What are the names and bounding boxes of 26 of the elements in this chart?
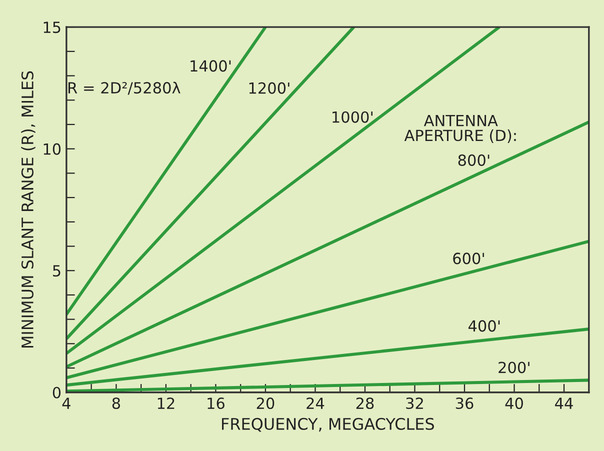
y-tick-label: 10 (44, 143, 61, 155)
y-tick-label: 5 (53, 265, 60, 277)
x-tick-label: 24 (306, 398, 324, 409)
x-tick-label: 44 (555, 398, 573, 409)
series-label: 200' (498, 362, 530, 374)
x-tick-label: 36 (456, 398, 474, 410)
x-tick-label: 40 (505, 398, 523, 410)
x-tick-label: 28 (356, 398, 374, 410)
x-tick-label: 12 (158, 398, 174, 409)
x-tick-label: 16 (208, 398, 224, 410)
annotation: ANTENNA APERTURE (D): (404, 115, 516, 143)
x-tick-label: 4 (62, 398, 70, 409)
series-label: 1200' (249, 82, 290, 94)
series-label: 400' (468, 320, 500, 332)
y-tick-label: 0 (52, 386, 61, 398)
series-label: 600' (453, 252, 484, 264)
annotation: R = 2D²/5280λ (68, 82, 180, 95)
x-axis-title: FREQUENCY, MEGACYCLES (222, 418, 434, 432)
x-tick-label: 8 (112, 398, 120, 410)
x-tick-label: 32 (406, 398, 423, 410)
series-label: 800' (458, 154, 490, 166)
series-label: 1000' (332, 111, 372, 123)
x-tick-label: 20 (256, 398, 274, 410)
y-tick-label: 15 (44, 22, 60, 34)
series-label: 1400' (190, 60, 231, 72)
y-axis-title: MINIMUM SLANT RANGE (R), MILES (21, 71, 36, 348)
